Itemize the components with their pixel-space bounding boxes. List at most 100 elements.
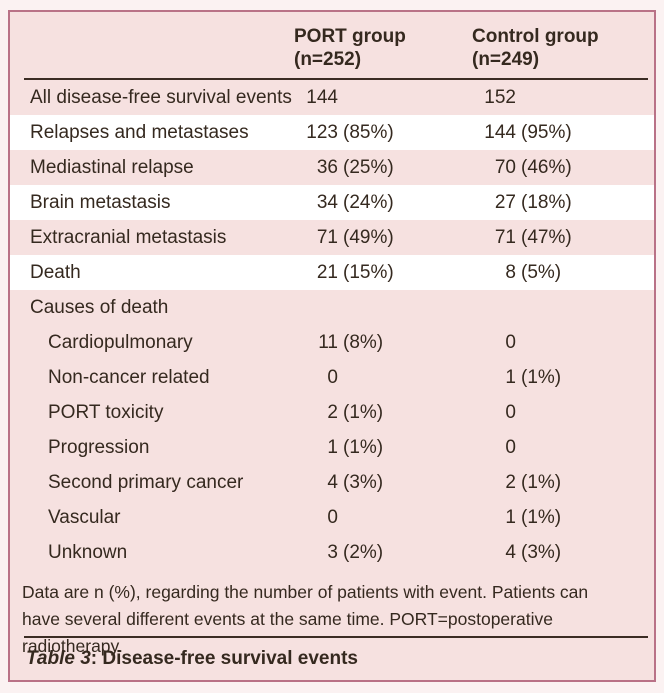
port-value-percent: (85%) xyxy=(343,121,394,143)
row-control-value: 1 (1%) xyxy=(472,367,654,389)
control-value-number: 1 xyxy=(505,366,516,388)
row-label: Cardiopulmonary xyxy=(48,331,193,353)
table-row: Causes of death xyxy=(10,290,654,325)
table-row: Extracranial metastasis 71 (49%) 71 (47%) xyxy=(10,220,654,255)
control-value-percent: (18%) xyxy=(521,191,572,213)
port-value-number: 144 xyxy=(306,86,338,108)
row-label: Vascular xyxy=(48,506,121,528)
table-row: Death 21 (15%) 8 (5%) xyxy=(10,255,654,290)
control-value-number: 0 xyxy=(505,436,516,458)
table-row: Progression 1 (1%) 0 xyxy=(10,430,654,465)
table-row: Mediastinal relapse 36 (25%) 70 (46%) xyxy=(10,150,654,185)
row-port-value: 3 (2%) xyxy=(294,542,472,564)
control-value-number: 2 xyxy=(505,471,516,493)
control-value-number: 70 xyxy=(494,156,516,178)
column-header-port-label: PORT group xyxy=(294,26,406,47)
control-value-number: 0 xyxy=(505,401,516,423)
row-control-value: 70 (46%) xyxy=(472,157,654,179)
port-value-percent: (8%) xyxy=(343,331,384,353)
row-label: Brain metastasis xyxy=(30,191,171,213)
caption-divider xyxy=(24,636,648,638)
row-label: Non-cancer related xyxy=(48,366,210,388)
port-value-percent: (2%) xyxy=(343,541,384,563)
port-value-number: 21 xyxy=(316,261,338,283)
row-label: Progression xyxy=(48,436,150,458)
row-control-value: 0 xyxy=(472,402,654,424)
row-control-value: 144 (95%) xyxy=(472,122,654,144)
row-port-value xyxy=(294,297,472,319)
table-row: Second primary cancer 4 (3%) 2 (1%) xyxy=(10,465,654,500)
control-value-percent: (46%) xyxy=(521,156,572,178)
control-value-percent: (1%) xyxy=(521,366,562,388)
table-row: Unknown 3 (2%) 4 (3%) xyxy=(10,535,654,570)
header-empty-cell xyxy=(10,25,294,78)
row-port-value: 1 (1%) xyxy=(294,437,472,459)
caption-label: Table 3 xyxy=(26,648,91,669)
table-card: PORT group (n=252) Control group (n=249)… xyxy=(8,10,656,682)
row-control-value: 8 (5%) xyxy=(472,262,654,284)
row-control-value: 2 (1%) xyxy=(472,472,654,494)
row-label: Unknown xyxy=(48,541,128,563)
port-value-number: 0 xyxy=(327,366,338,388)
caption-title: Disease-free survival events xyxy=(102,648,358,669)
header-divider xyxy=(24,78,648,80)
table-header: PORT group (n=252) Control group (n=249) xyxy=(10,12,654,78)
port-value-percent: (25%) xyxy=(343,156,394,178)
port-value-percent: (3%) xyxy=(343,471,384,493)
row-label: Mediastinal relapse xyxy=(30,156,194,178)
port-value-number: 123 xyxy=(306,121,338,143)
row-label: PORT toxicity xyxy=(48,401,164,423)
port-value-number: 71 xyxy=(316,226,338,248)
port-value-percent: (24%) xyxy=(343,191,394,213)
control-value-number: 1 xyxy=(505,506,516,528)
port-value-number: 2 xyxy=(327,401,338,423)
row-label: Death xyxy=(30,261,81,283)
port-value-percent: (1%) xyxy=(343,401,384,423)
row-label: Causes of death xyxy=(30,296,169,318)
row-port-value: 0 xyxy=(294,367,472,389)
table-caption: Table 3: Disease-free survival events xyxy=(10,638,654,670)
row-control-value: 1 (1%) xyxy=(472,507,654,529)
row-port-value: 123 (85%) xyxy=(294,122,472,144)
table-row: Brain metastasis 34 (24%) 27 (18%) xyxy=(10,185,654,220)
row-label: Second primary cancer xyxy=(48,471,244,493)
row-control-value: 27 (18%) xyxy=(472,192,654,214)
control-value-number: 144 xyxy=(484,121,516,143)
port-value-number: 0 xyxy=(327,506,338,528)
control-value-number: 27 xyxy=(494,191,516,213)
port-value-percent: (1%) xyxy=(343,436,384,458)
control-value-number: 0 xyxy=(505,331,516,353)
row-port-value: 144 xyxy=(294,87,472,109)
port-value-number: 1 xyxy=(327,436,338,458)
table-row: Cardiopulmonary 11 (8%) 0 xyxy=(10,325,654,360)
control-value-number: 8 xyxy=(505,261,516,283)
control-value-percent: (3%) xyxy=(521,541,562,563)
row-port-value: 0 xyxy=(294,507,472,529)
row-port-value: 2 (1%) xyxy=(294,402,472,424)
control-value-percent: (5%) xyxy=(521,261,562,283)
row-port-value: 71 (49%) xyxy=(294,227,472,249)
table-row: Relapses and metastases 123 (85%) 144 (95%… xyxy=(10,115,654,150)
port-value-number: 36 xyxy=(316,156,338,178)
column-header-control-label: Control group xyxy=(472,26,599,47)
row-control-value xyxy=(472,297,654,319)
table-row: Vascular 0 1 (1%) xyxy=(10,500,654,535)
port-value-number: 11 xyxy=(318,331,338,353)
control-value-percent: (95%) xyxy=(521,121,572,143)
row-port-value: 4 (3%) xyxy=(294,472,472,494)
table-row: PORT toxicity 2 (1%) 0 xyxy=(10,395,654,430)
column-header-port-n: (n=252) xyxy=(294,49,362,70)
table-row: All disease-free survival events 144 152 xyxy=(10,80,654,115)
row-control-value: 0 xyxy=(472,332,654,354)
row-control-value: 4 (3%) xyxy=(472,542,654,564)
control-value-number: 4 xyxy=(505,541,516,563)
caption-separator: : xyxy=(90,648,103,669)
row-label: All disease-free survival events xyxy=(30,86,292,108)
row-control-value: 71 (47%) xyxy=(472,227,654,249)
row-label: Relapses and metastases xyxy=(30,121,249,143)
table-footnote: Data are n (%), regarding the number of … xyxy=(22,582,589,656)
control-value-number: 152 xyxy=(484,86,516,108)
row-control-value: 152 xyxy=(472,87,654,109)
column-header-control: Control group (n=249) xyxy=(472,25,654,78)
port-value-number: 4 xyxy=(327,471,338,493)
